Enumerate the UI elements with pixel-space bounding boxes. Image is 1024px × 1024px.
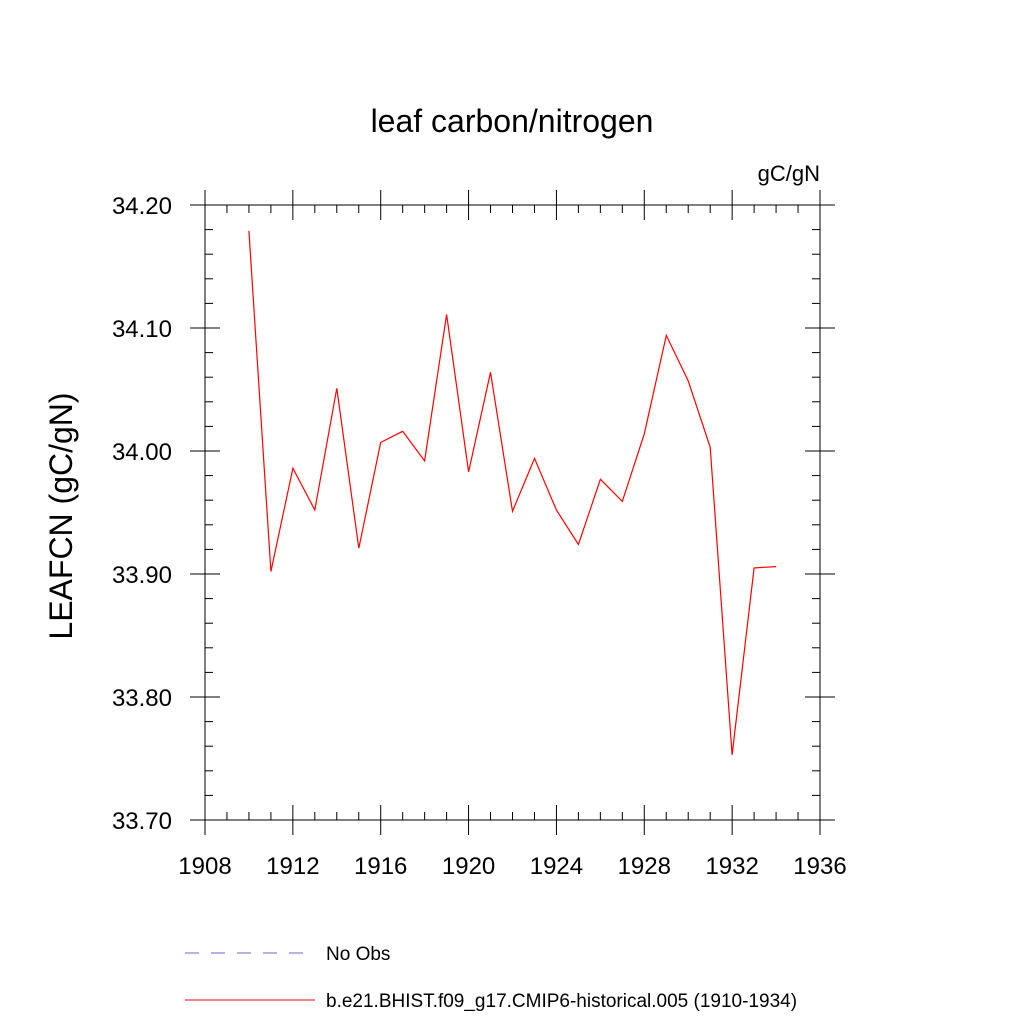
axis-ticks (190, 190, 835, 835)
x-tick-label: 1924 (530, 853, 583, 880)
x-tick-label: 1932 (705, 853, 758, 880)
y-tick-label: 34.20 (112, 193, 172, 220)
legend: No Obs b.e21.BHIST.f09_g17.CMIP6-histori… (185, 944, 797, 1012)
y-tick-label: 34.10 (112, 316, 172, 343)
y-tick-label: 33.90 (112, 562, 172, 589)
axis-tick-labels: 1908 1912 1916 1920 1924 1928 1932 1936 33.70 33.… (112, 193, 847, 880)
series-line (248, 230, 777, 755)
x-tick-label: 1908 (178, 853, 231, 880)
series-layer (248, 230, 777, 755)
x-tick-label: 1912 (266, 853, 319, 880)
chart-title: leaf carbon/nitrogen (371, 103, 654, 139)
y-tick-label: 33.70 (112, 808, 172, 835)
y-axis-label: LEAFCN (gC/gN) (43, 392, 79, 639)
legend-label-historical: b.e21.BHIST.f09_g17.CMIP6-historical.005… (326, 991, 797, 1012)
legend-label-no-obs: No Obs (326, 944, 390, 965)
x-tick-label: 1920 (442, 853, 495, 880)
x-tick-label: 1936 (793, 853, 846, 880)
y-tick-label: 34.00 (112, 439, 172, 466)
x-tick-label: 1916 (354, 853, 407, 880)
x-tick-label: 1928 (618, 853, 671, 880)
units-label: gC/gN (758, 161, 820, 186)
y-tick-label: 33.80 (112, 685, 172, 712)
